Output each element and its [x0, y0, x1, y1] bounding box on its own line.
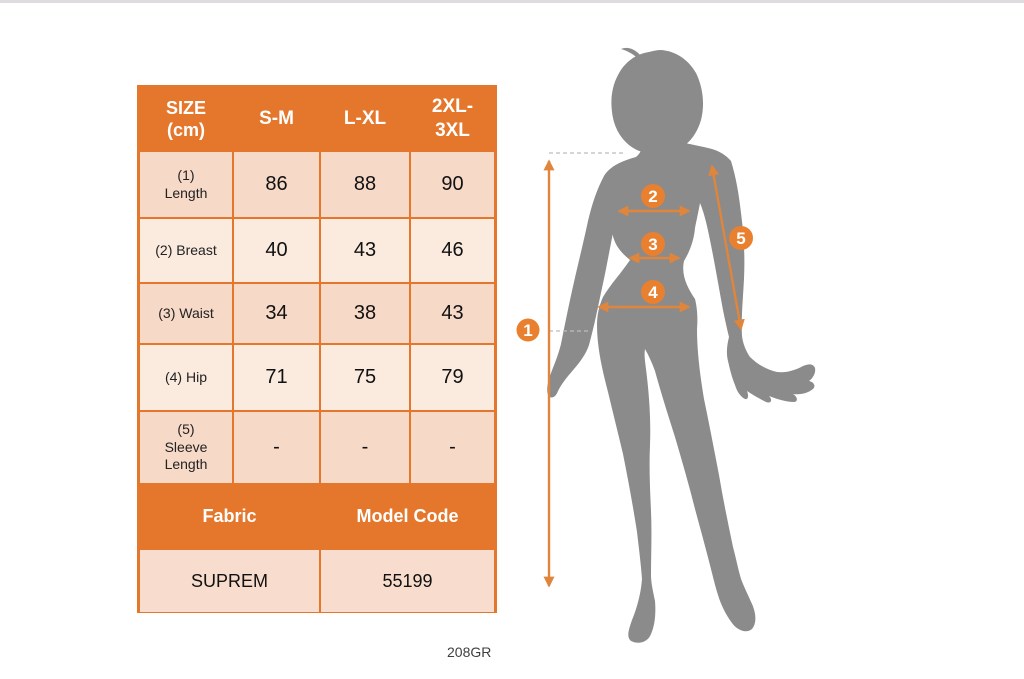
sleeve-sm-value: -: [234, 412, 319, 483]
row-label-sleeve-length: (5) Sleeve Length: [140, 412, 232, 483]
length-2xl3xl-value: 90: [411, 152, 494, 217]
female-silhouette: [547, 47, 816, 643]
marker-4: 4: [641, 280, 665, 304]
weight-code-label: 208GR: [447, 644, 492, 660]
column-header-2xl3xl: 2XL- 3XL: [411, 88, 494, 150]
row-label-length: (1) Length: [140, 152, 232, 217]
size-table-corner-header: SIZE (cm): [140, 88, 232, 150]
row-label-breast: (2) Breast: [140, 219, 232, 282]
silhouette-hair: [611, 47, 704, 155]
marker-2-number: 2: [648, 187, 657, 206]
top-divider: [0, 0, 1024, 3]
breast-sm-value: 40: [234, 219, 319, 282]
marker-1-circle: [516, 318, 540, 342]
body-measurement-diagram: 1 2 3 4 5: [516, 47, 816, 643]
waist-sm-value: 34: [234, 284, 319, 343]
marker-2: 2: [641, 184, 665, 208]
fabric-header: Fabric: [140, 485, 319, 548]
sleeve-lxl-value: -: [321, 412, 409, 483]
length-lxl-value: 88: [321, 152, 409, 217]
marker-3-circle: [641, 232, 665, 256]
marker-3: 3: [641, 232, 665, 256]
column-header-lxl: L-XL: [321, 88, 409, 150]
model-code-value: 55199: [321, 550, 494, 612]
marker-2-circle: [641, 184, 665, 208]
waist-lxl-value: 38: [321, 284, 409, 343]
row-label-waist: (3) Waist: [140, 284, 232, 343]
sleeve-measure-arrow: [708, 164, 745, 331]
marker-4-circle: [641, 280, 665, 304]
breast-2xl3xl-value: 46: [411, 219, 494, 282]
marker-5-circle: [729, 226, 753, 250]
hip-sm-value: 71: [234, 345, 319, 410]
sleeve-2xl3xl-value: -: [411, 412, 494, 483]
marker-3-number: 3: [648, 235, 657, 254]
model-code-header: Model Code: [321, 485, 494, 548]
size-chart-table: SIZE (cm) S-M L-XL 2XL- 3XL (1) Length 8…: [137, 85, 497, 613]
length-sm-value: 86: [234, 152, 319, 217]
hip-2xl3xl-value: 79: [411, 345, 494, 410]
row-label-hip: (4) Hip: [140, 345, 232, 410]
column-header-sm: S-M: [234, 88, 319, 150]
breast-lxl-value: 43: [321, 219, 409, 282]
marker-1: 1: [516, 318, 540, 342]
waist-2xl3xl-value: 43: [411, 284, 494, 343]
marker-5: 5: [729, 226, 753, 250]
fabric-value: SUPREM: [140, 550, 319, 612]
marker-5-number: 5: [736, 229, 745, 248]
marker-4-number: 4: [648, 283, 658, 302]
marker-1-number: 1: [523, 321, 532, 340]
silhouette-body: [547, 138, 816, 643]
hip-lxl-value: 75: [321, 345, 409, 410]
